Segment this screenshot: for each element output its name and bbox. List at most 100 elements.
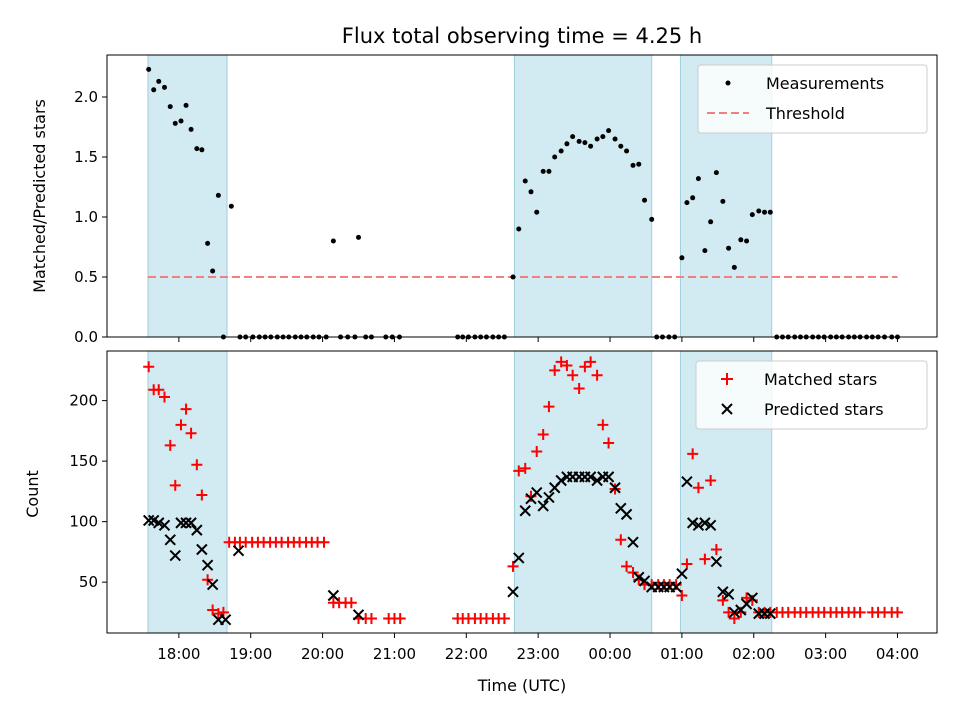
measurement-point [194,146,200,152]
matched-star-point [394,612,406,624]
matched-star-point [681,558,693,570]
measurement-point [172,120,178,126]
measurement-point [612,136,618,142]
matched-star-point [217,606,229,618]
matched-star-point [158,391,170,403]
predicted-star-point [219,613,232,626]
measurement-point [178,118,184,124]
x-axis-label: Time (UTC) [477,676,566,695]
matched-star-point [185,427,197,439]
predicted-star-point [352,609,365,621]
matched-star-point [591,369,603,381]
x-tick-label: 04:00 [876,645,919,663]
predicted-star-point [591,474,603,487]
matched-star-point [676,589,688,601]
matched-star-point [318,536,330,548]
measurement-point [649,216,655,222]
matched-star-point [741,592,753,604]
top-measurement-points [146,66,900,340]
matched-star-point [537,429,549,441]
matched-star-point [692,482,704,494]
bottom-predicted-points [142,471,776,626]
measurement-point [540,168,546,174]
top-legend: Measurements Threshold [697,64,928,134]
predicted-star-point [206,578,219,591]
predicted-star-point [158,519,171,531]
measurement-point [228,203,234,209]
matched-star-point [891,606,903,618]
measurement-point [749,212,755,218]
matched-star-point [597,419,609,431]
measurement-point [695,176,701,182]
matched-star-point [585,356,597,368]
bottom-y-axis-label: Count [23,470,42,518]
matched-star-point [531,445,543,457]
top-legend-box [697,64,928,134]
x-tick-label: 20:00 [301,645,344,663]
shaded-span-1 [513,54,653,338]
predicted-star-point [232,544,245,557]
x-tick-label: 01:00 [660,645,703,663]
matched-star-point [687,448,699,460]
top-y-tick-label: 2.0 [74,88,98,106]
legend-matched-label: Matched stars [764,370,877,389]
measurement-point [156,78,162,84]
matched-star-point [854,606,866,618]
measurement-point [210,268,216,274]
predicted-star-point [196,543,208,556]
measurement-point [534,209,540,215]
x-tick-label: 03:00 [804,645,847,663]
predicted-star-point [764,607,776,620]
measurement-point [731,264,737,270]
x-tick-label: 18:00 [157,645,200,663]
measurement-point [516,226,522,232]
measurement-point [199,147,205,153]
measurement-point [552,154,558,160]
predicted-star-point [627,536,639,548]
matched-star-point [519,462,531,474]
matched-star-point [169,479,181,491]
matched-star-point [164,439,176,451]
matched-star-point [728,612,740,624]
predicted-star-point [686,517,699,529]
measurement-point [528,189,534,195]
bottom-y-axis-ticks: 50 100 150 200 [69,392,107,591]
measurement-point [713,170,719,176]
measurement-point [161,84,167,90]
top-x-axis-ticks [178,337,898,342]
top-y-axis-label: Matched/Predicted stars [30,99,49,293]
matched-star-point [180,403,192,415]
x-tick-label: 23:00 [517,645,560,663]
measurement-point [726,245,732,251]
measurement-point [356,234,362,240]
matched-star-point [507,560,519,572]
predicted-star-point [164,534,176,546]
matched-star-point [513,465,525,477]
measurement-point [558,148,564,154]
predicted-star-point [175,517,187,529]
predicted-star-point [676,567,688,580]
matched-star-point [207,604,219,616]
measurement-point [606,128,612,134]
matched-star-point [723,606,735,618]
matched-star-point [196,489,208,501]
bottom-y-tick-label: 50 [79,573,98,591]
predicted-star-point [633,571,645,584]
predicted-star-point [584,471,597,483]
x-tick-label: 22:00 [445,645,488,663]
matched-star-point [549,364,561,376]
measurement-point [570,134,576,140]
predicted-star-point [169,549,181,562]
measurement-point [600,134,606,140]
measurement-point [594,136,600,142]
matched-star-point [621,560,633,572]
measurement-point [767,209,773,215]
matched-star-point [579,361,591,373]
top-plot-frame [106,54,938,338]
measurement-point [679,255,685,261]
legend-predicted-label: Predicted stars [764,400,884,419]
matched-star-point [627,566,639,578]
predicted-star-point [699,517,711,529]
measurement-point [630,162,636,168]
